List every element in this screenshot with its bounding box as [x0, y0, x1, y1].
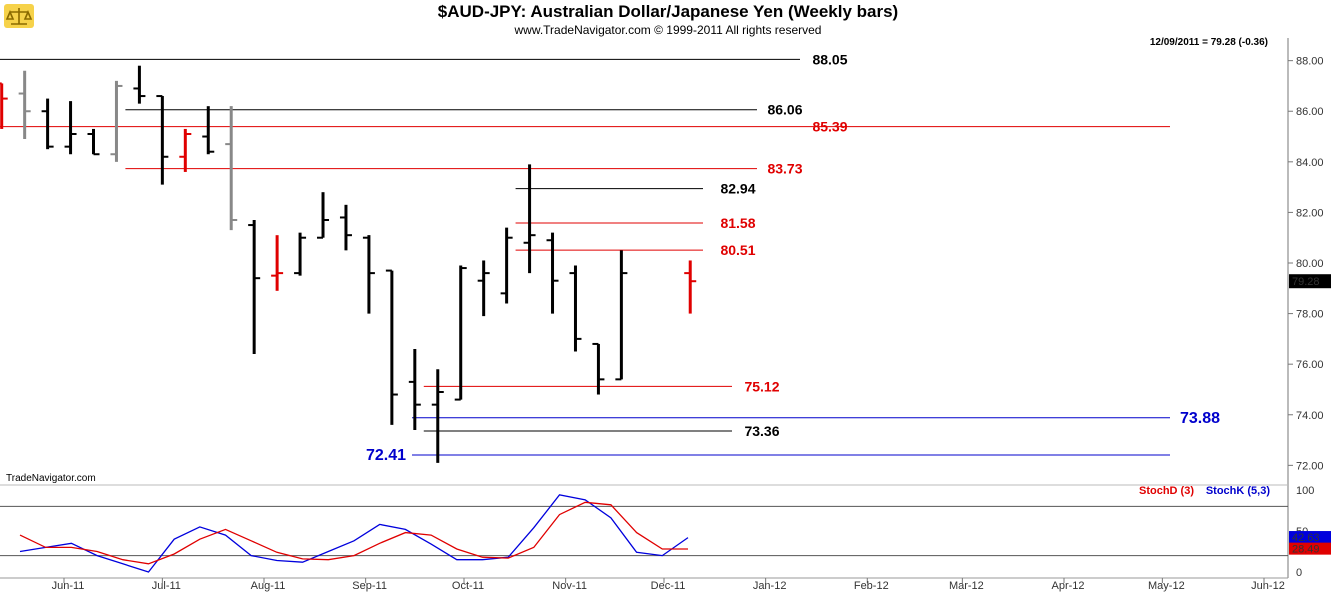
stoch-series-line [19, 494, 689, 573]
last-price-tag [1289, 274, 1331, 289]
last-price-label: 79.28 [1292, 276, 1320, 288]
stochd-value-tag [1289, 542, 1331, 555]
level-label: 73.36 [744, 423, 779, 439]
watermark: TradeNavigator.com [6, 473, 96, 484]
time-tick-label: Jun-11 [52, 580, 85, 592]
logo-scales-icon [4, 4, 34, 28]
level-label: 75.12 [744, 378, 779, 394]
stochk-value-tag [1289, 531, 1331, 544]
time-tick-label: Sep-11 [352, 580, 387, 592]
last-price-readout: 12/09/2011 = 79.28 (-0.36) [1150, 37, 1268, 48]
price-axis: 72.00 74.00 76.00 78.00 80.00 82.00 84.00 86.00… [1288, 56, 1331, 472]
level-label: 73.88 [1180, 410, 1220, 427]
price-tick-label: 72.00 [1296, 460, 1324, 472]
level-label: 80.51 [720, 242, 755, 258]
level-label: 88.05 [812, 51, 847, 67]
price-tick-label: 76.00 [1296, 359, 1324, 371]
time-tick-label: Aug-11 [251, 580, 286, 592]
level-label: 82.94 [720, 181, 755, 197]
time-tick-label: May-12 [1148, 580, 1185, 592]
chart-subtitle: www.TradeNavigator.com © 1999-2011 All r… [514, 23, 822, 37]
price-tick-label: 78.00 [1296, 309, 1324, 321]
time-tick-label: Jan-12 [753, 580, 787, 592]
time-tick-label: Apr-12 [1051, 580, 1084, 592]
level-label: 72.41 [366, 447, 406, 464]
price-tick-label: 80.00 [1296, 258, 1324, 270]
price-tick-label: 74.00 [1296, 410, 1324, 422]
time-tick-label: Jul-11 [152, 580, 181, 592]
price-tick-label: 84.00 [1296, 157, 1324, 169]
chart-title: $AUD-JPY: Australian Dollar/Japanese Yen… [438, 2, 898, 21]
price-tick-label: 88.00 [1296, 56, 1324, 68]
stoch-series-line [19, 501, 688, 565]
level-lines: 88.05 86.06 85.39 83.73 82.94 81.58 80.51 75.12… [0, 51, 1220, 464]
time-tick-label: Oct-11 [452, 580, 484, 592]
time-tick-label: Nov-11 [552, 580, 587, 592]
time-tick-label: Mar-12 [949, 580, 984, 592]
stoch-tick-label: 100 [1296, 485, 1314, 497]
stochk-value-label: 42.63 [1292, 532, 1320, 544]
time-tick-label: Dec-11 [651, 580, 686, 592]
time-tick-label: Feb-12 [854, 580, 889, 592]
price-tick-label: 82.00 [1296, 207, 1324, 219]
level-label: 81.58 [720, 215, 755, 231]
legend-stochd: StochD (3) [1139, 485, 1194, 497]
level-label: 86.06 [767, 102, 802, 118]
price-tick-label: 86.00 [1296, 106, 1324, 118]
price-bars [0, 65, 697, 463]
time-axis: Jun-11 Jul-11 Aug-11 Sep-11 Oct-11 Nov-11 Dec-… [52, 578, 1285, 592]
stoch-tick-label: 0 [1296, 567, 1302, 579]
time-tick-label: Jun-12 [1251, 580, 1285, 592]
legend-stochk: StochK (5,3) [1206, 485, 1271, 497]
level-label: 85.39 [812, 119, 847, 135]
stochd-value-label: 28.49 [1292, 544, 1320, 556]
level-label: 83.73 [767, 161, 802, 177]
